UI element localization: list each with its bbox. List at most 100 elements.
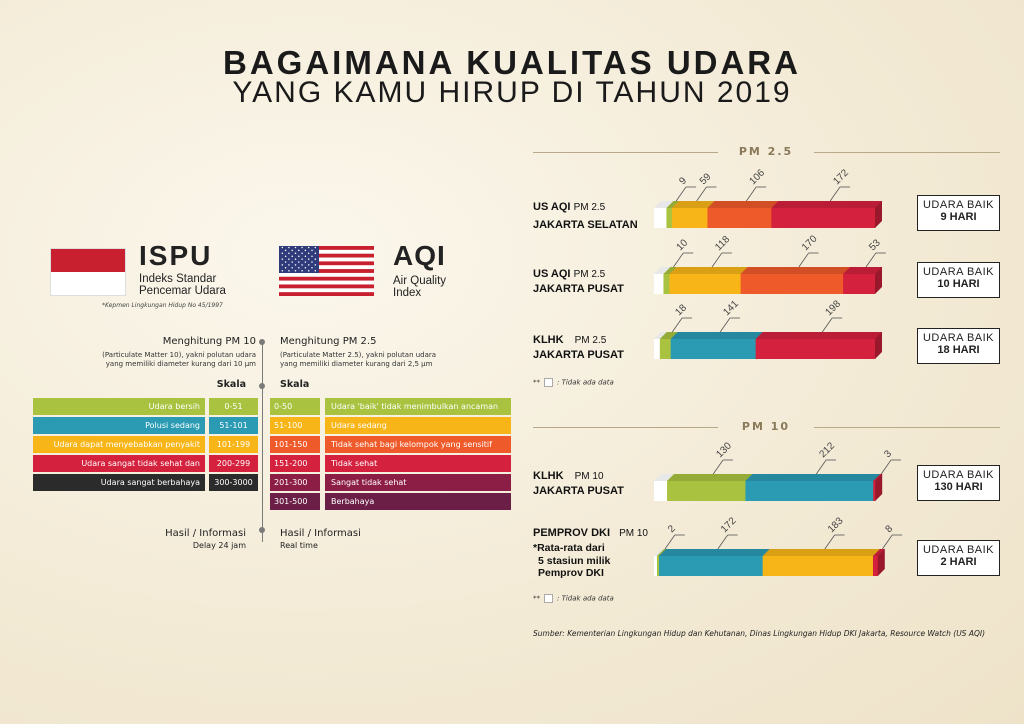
bar-segment [762, 556, 874, 576]
indonesia-flag-icon [50, 248, 126, 296]
value-leader [865, 252, 877, 268]
result-box: UDARA BAIK 18 HARI [917, 328, 1000, 364]
bar-end-cap [877, 549, 885, 576]
value-label: 106 [748, 167, 768, 187]
ispu-scale-label: Skala [216, 379, 246, 390]
bar-segment-top [663, 267, 677, 274]
bar-charts: 9 59 106 172 10 118 170 53 18 141 198 130 212 3 2 172 18… [654, 167, 903, 576]
value-label: 118 [713, 234, 732, 253]
value-leader [824, 534, 835, 550]
result-box: UDARA BAIK 10 HARI [917, 262, 1000, 298]
value-label: 172 [831, 167, 851, 187]
ispu-result-label: Hasil / Informasi [165, 528, 246, 539]
ispu-row-range: 101-199 [209, 436, 258, 453]
bar-segment-top [745, 474, 881, 481]
section-divider [533, 152, 718, 153]
value-label: 198 [823, 298, 843, 318]
bar-segment [667, 481, 746, 501]
ispu-result-sub: Delay 24 jam [192, 541, 246, 550]
bar-label: KLHK PM 2.5 [533, 334, 607, 346]
value-label: 2 [666, 523, 678, 535]
value-label: 59 [698, 171, 714, 187]
ispu-row-range: 51-101 [209, 417, 258, 434]
aqi-result-label: Hasil / Informasi [280, 528, 361, 539]
bar-segment-top [670, 332, 764, 339]
aqi-row-desc: Tidak sehat bagi kelompok yang sensitif [325, 436, 511, 453]
bar-end-cap [875, 332, 882, 359]
value-leader [880, 459, 892, 475]
empty-box-icon [544, 594, 553, 603]
usa-flag-icon [279, 246, 374, 296]
section-divider [814, 427, 1000, 428]
ispu-title: ISPU [139, 240, 213, 271]
bar-segment [843, 274, 876, 294]
value-leader [829, 186, 841, 202]
title-line-1: BAGAIMANA KUALITAS UDARA [223, 44, 801, 81]
bar-segment-top [873, 474, 883, 481]
aqi-title: AQI [393, 240, 446, 271]
bar-note: Pemprov DKI [538, 567, 604, 579]
aqi-row-range: 151-200 [270, 455, 320, 472]
value-label: 183 [826, 515, 846, 535]
bar-segment-top [843, 267, 883, 274]
aqi-description: Air Quality Index [393, 275, 447, 299]
ispu-row-desc: Udara dapat menyebabkan penyakit [33, 436, 205, 453]
bar-end-cap [875, 267, 882, 294]
bar-label: US AQI PM 2.5 [533, 268, 606, 280]
section-divider [814, 152, 1000, 153]
pm25-section-title: PM 2.5 [738, 145, 794, 158]
aqi-row-range: 301-500 [270, 493, 320, 510]
aqi-row-range: 51-100 [270, 417, 320, 434]
bar-label: KLHK PM 10 [533, 470, 604, 482]
aqi-row-range: 101-150 [270, 436, 320, 453]
bar-segment-top [740, 267, 851, 274]
empty-box-icon [544, 378, 553, 387]
ispu-footnote: *Kepmen Lingkungan Hidup No 45/1997 [102, 302, 223, 309]
bar-segment [671, 208, 708, 228]
value-leader [673, 252, 684, 268]
aqi-row-range: 0-50 [270, 398, 320, 415]
bar-segment [666, 208, 673, 228]
bar-segment-top [659, 332, 679, 339]
no-data-segment [654, 481, 667, 501]
pm10-section-title: PM 10 [741, 420, 791, 433]
value-leader [696, 186, 707, 202]
value-label: 172 [719, 515, 739, 535]
bar-segment [670, 339, 757, 359]
no-data-segment-top [654, 201, 674, 208]
ispu-row-desc: Polusi sedang [33, 417, 205, 434]
center-timeline [262, 340, 263, 542]
bar-segment [663, 274, 670, 294]
bar-location: JAKARTA PUSAT [533, 283, 624, 295]
bar-end-cap [875, 201, 882, 228]
aqi-row-desc: Udara 'baik' tidak menimbulkan ancaman [325, 398, 511, 415]
aqi-measure-desc: (Particulate Matter 2.5), yakni polutan … [280, 351, 437, 368]
no-data-segment [654, 208, 667, 228]
ispu-row-desc: Udara bersih [33, 398, 205, 415]
value-leader [671, 317, 683, 333]
no-data-legend: **: Tidak ada data [533, 594, 614, 603]
bar-segment [745, 481, 874, 501]
value-label: 212 [817, 440, 837, 460]
result-box: UDARA BAIK 2 HARI [917, 540, 1000, 576]
bar-label: US AQI PM 2.5 [533, 201, 606, 213]
bar-note: *Rata-rata dari [533, 542, 605, 554]
value-label: 170 [800, 233, 820, 253]
bar-segment-top [707, 201, 779, 208]
value-leader [815, 459, 827, 475]
bar-segment-top [659, 549, 771, 556]
value-label: 10 [675, 237, 691, 253]
bar-segment-top [671, 201, 715, 208]
value-leader [746, 186, 757, 202]
bar-end-cap [875, 474, 883, 501]
bar-segment [707, 208, 772, 228]
aqi-row-desc: Tidak sehat [325, 455, 511, 472]
bar-location: JAKARTA PUSAT [533, 485, 624, 497]
bar-segment [771, 208, 876, 228]
bar-segment [755, 339, 876, 359]
value-leader [717, 534, 728, 550]
ispu-description: Indeks Standar Pencemar Udara [139, 273, 226, 297]
bar-segment [740, 274, 844, 294]
timeline-dot [259, 383, 265, 389]
aqi-row-desc: Udara sedang [325, 417, 511, 434]
